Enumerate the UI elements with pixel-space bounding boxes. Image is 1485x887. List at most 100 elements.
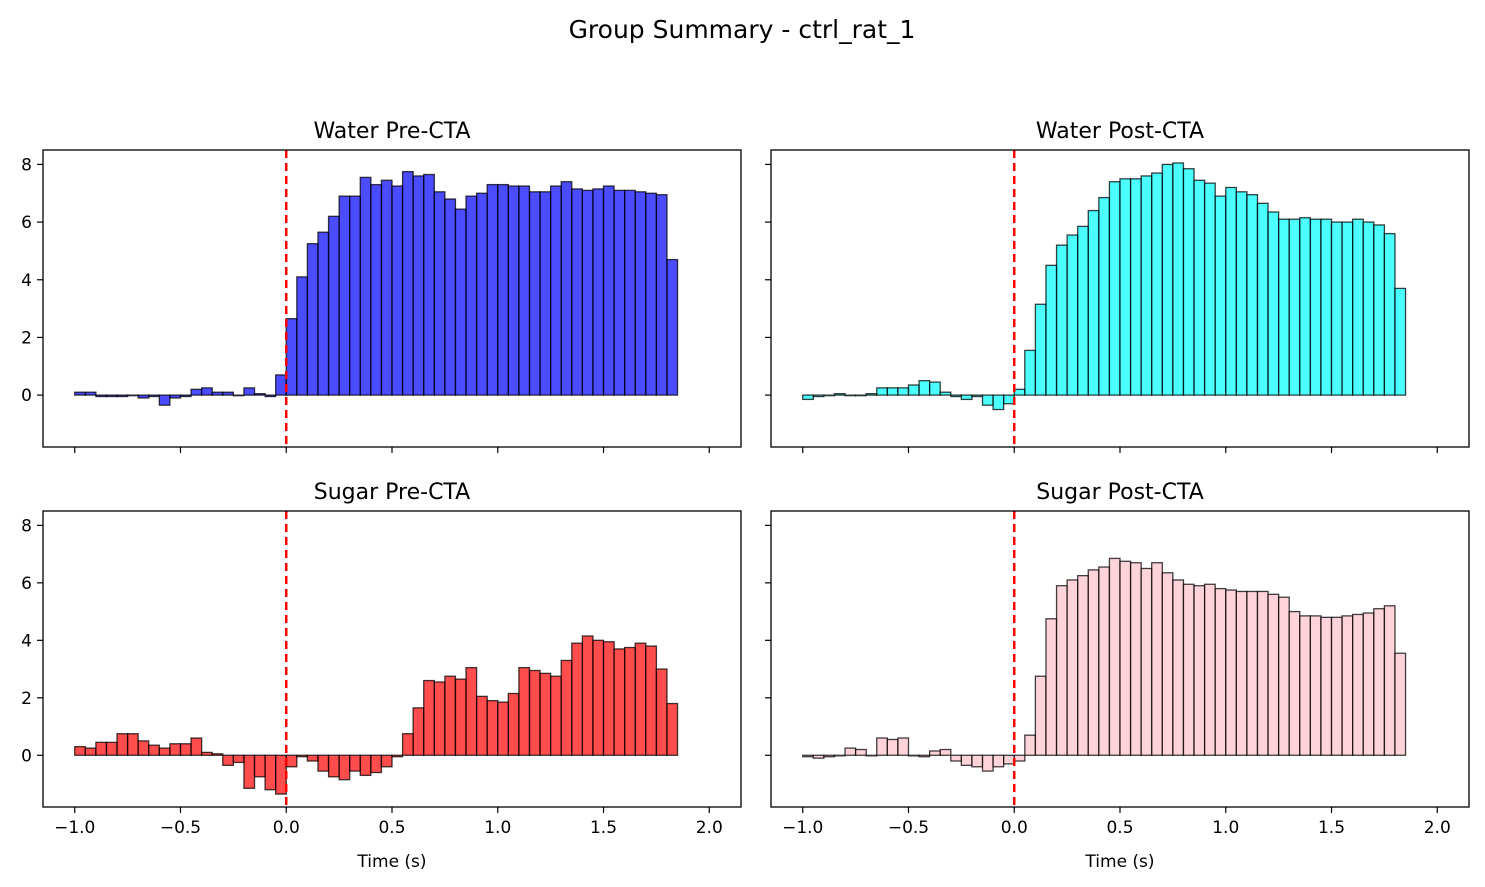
histogram-bar [1341,221,1354,396]
panel-title: Water Post-CTA [1036,119,1204,144]
histogram-bar [960,394,973,401]
histogram-bar [950,394,963,398]
histogram-bar [897,737,910,756]
histogram-bar [296,754,309,758]
histogram-bar [560,659,573,756]
histogram-bar [1003,754,1015,765]
histogram-bar [645,192,658,396]
histogram-bar [1225,589,1237,756]
histogram-bar [317,231,330,396]
histogram-bar [634,642,647,756]
histogram-bar [981,754,994,772]
histogram-bar [1024,734,1037,756]
histogram-bar [1320,218,1333,396]
histogram-bar [1151,172,1163,396]
histogram-bar [1246,590,1259,756]
x-tick-label: 0.5 [1106,818,1133,838]
histogram-bar [939,748,952,756]
histogram-bar [222,754,235,766]
histogram-bar [105,741,118,756]
histogram-bar [158,747,171,756]
histogram-bar [602,185,615,396]
histogram-bar [317,754,330,772]
histogram-bar [105,394,118,398]
histogram-bar [876,737,888,756]
histogram-bar [549,675,562,756]
histogram-bar [179,743,192,756]
histogram-bar [1119,560,1132,756]
histogram-bar [475,192,488,396]
histogram-bar [1193,585,1206,756]
histogram-bar [581,635,594,756]
x-tick-label: 0.0 [273,818,300,838]
histogram-bar [338,754,351,781]
histogram-bar [1341,615,1354,756]
histogram-bar [349,195,361,396]
y-tick-label: 8 [21,155,32,175]
histogram-bar [95,394,108,398]
histogram-bar [190,388,203,396]
figure-title: Group Summary - ctrl_rat_1 [569,15,916,44]
histogram-bar [296,276,309,396]
histogram-bar [211,753,224,756]
histogram-bar [1140,567,1153,756]
histogram-bar [1203,182,1216,396]
histogram-bar [486,183,499,396]
histogram-bar [285,754,298,768]
histogram-bar [1034,303,1047,396]
histogram-bar [1108,181,1121,396]
histogram-bar [624,646,636,756]
histogram-bar [126,394,139,397]
histogram-bar [148,744,160,756]
histogram-bar [907,754,920,757]
histogram-bar [1330,616,1343,756]
histogram-bar [338,195,351,396]
histogram-bar [401,733,414,756]
x-tick-label: 0.5 [378,818,405,838]
histogram-bar [253,754,266,778]
histogram-bar [992,394,1005,411]
histogram-bar [1172,162,1185,396]
histogram-bar [1151,562,1163,756]
histogram-bar [1373,224,1386,396]
histogram-bar [1320,616,1333,756]
histogram-bar [1003,394,1015,405]
histogram-bar [306,754,319,762]
histogram-bar [1077,225,1089,396]
histogram-bar [886,387,899,396]
histogram-bar [802,754,814,758]
histogram-bar [1172,579,1185,756]
histogram-bar [370,754,383,774]
histogram-bar [116,394,129,398]
histogram-bar [1214,587,1227,756]
histogram-bar [1193,179,1206,396]
histogram-bar [918,380,931,396]
histogram-bar [211,391,224,396]
histogram-bar [1140,175,1153,396]
histogram-bar [1129,562,1142,756]
histogram-bar [179,394,192,398]
histogram-bar [1098,566,1111,756]
histogram-bar [823,394,836,397]
histogram-bar [1235,191,1248,396]
histogram-bar [1225,186,1237,396]
histogram-bar [169,394,182,399]
histogram-bar [327,215,340,396]
histogram-bar [1077,575,1089,756]
histogram-bar [1362,221,1375,396]
x-tick-label: 1.0 [1212,818,1239,838]
histogram-bar [634,191,647,396]
x-tick-label: −1.0 [782,818,823,838]
histogram-bar [918,754,931,758]
histogram-bar [349,754,361,772]
histogram-bar [1394,652,1407,756]
histogram-bar [1373,608,1386,756]
y-tick-label: 0 [21,746,32,766]
histogram-bar [1182,168,1195,396]
histogram-bar [854,394,867,397]
histogram-bar [444,198,457,396]
histogram-bar [401,170,414,396]
histogram-bar [1203,583,1216,756]
chart-panel-2: −1.0 −0.5 0.0 0.5 1.0 1.5 2.0 0 2 4 6 8 Sugar Pre-CT… [21,480,742,872]
